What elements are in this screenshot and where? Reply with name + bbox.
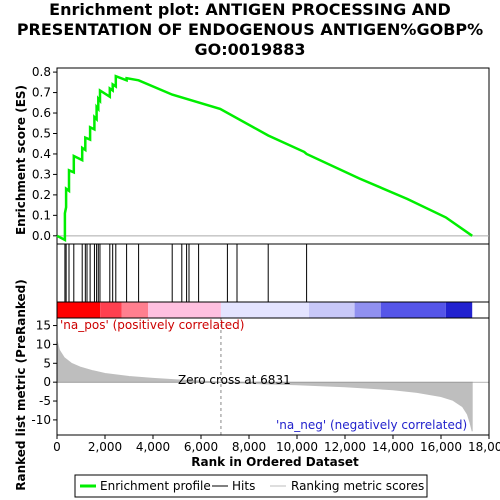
es-y-tick-label: 0.5 — [32, 126, 51, 140]
es-y-tick-label: 0.1 — [32, 208, 51, 222]
color-bar-segment — [121, 302, 149, 318]
x-axis-label: Rank in Ordered Dataset — [191, 455, 359, 469]
x-tick-label: 10,000 — [276, 440, 318, 454]
neg-correlated-label: 'na_neg' (negatively correlated) — [276, 418, 467, 432]
legend: Enrichment profile Hits Ranking metric s… — [74, 474, 428, 498]
metric-y-tick-label: 0 — [43, 375, 51, 389]
es-y-tick-label: 0.6 — [32, 106, 51, 120]
color-bar-segment — [309, 302, 355, 318]
es-y-tick-label: 0.8 — [32, 65, 51, 79]
color-bar-segment — [445, 302, 473, 318]
chart-title-line-2: PRESENTATION OF ENDOGENOUS ANTIGEN%GOBP% — [16, 20, 484, 39]
hits-frame — [56, 243, 490, 303]
chart-title-line-1: Enrichment plot: ANTIGEN PROCESSING AND — [49, 0, 451, 19]
x-tick-label: 14,000 — [372, 440, 414, 454]
x-tick-label: 12,000 — [324, 440, 366, 454]
legend-label-enrichment: Enrichment profile — [100, 479, 211, 493]
metric-y-tick-label: 10 — [36, 337, 51, 351]
chart-title-line-3: GO:0019883 — [194, 40, 306, 59]
color-bar-segment — [57, 302, 101, 318]
metric-frame — [56, 317, 490, 436]
pos-correlated-label: 'na_pos' (positively correlated) — [60, 318, 244, 332]
metric-y-axis-label: Ranked list metric (PreRanked) — [14, 279, 28, 491]
hits-panel — [56, 243, 490, 303]
es-y-tick-label: 0.4 — [32, 147, 51, 161]
color-bar-segment — [100, 302, 122, 318]
x-tick-label: 16,000 — [420, 440, 462, 454]
es-y-tick-label: 0.7 — [32, 86, 51, 100]
color-bar-segment — [148, 302, 221, 318]
color-bar-segment — [381, 302, 446, 318]
rank-color-bar — [56, 301, 490, 319]
color-bar-segment — [354, 302, 381, 318]
metric-y-tick-label: -5 — [39, 394, 51, 408]
metric-y-tick-label: 5 — [43, 356, 51, 370]
x-tick-label: 6,000 — [184, 440, 218, 454]
enrichment-score-panel: 0.0 0.1 0.2 0.3 0.4 0.5 0.6 0.7 0.8 — [32, 65, 490, 245]
enrichment-profile-line — [56, 74, 473, 242]
metric-y-tick-label: -10 — [31, 413, 51, 427]
zero-cross-label: Zero cross at 6831 — [178, 373, 291, 387]
color-bar-segment — [220, 302, 309, 318]
legend-box — [74, 474, 428, 498]
ranking-metric-area — [56, 340, 473, 432]
es-y-axis-label: Enrichment score (ES) — [14, 85, 28, 235]
legend-label-hits: Hits — [232, 479, 255, 493]
legend-label-ranking: Ranking metric scores — [291, 479, 424, 493]
x-tick-label: 18,000 — [468, 440, 500, 454]
x-tick-label: 0 — [53, 440, 61, 454]
es-y-tick-label: 0.2 — [32, 188, 51, 202]
chart-title: Enrichment plot: ANTIGEN PROCESSING AND … — [0, 0, 500, 60]
x-tick-label: 2,000 — [88, 440, 122, 454]
es-plot-frame — [56, 67, 490, 245]
x-tick-label: 8,000 — [232, 440, 266, 454]
metric-y-tick-label: 15 — [36, 319, 51, 333]
es-y-tick-label: 0.3 — [32, 167, 51, 181]
x-tick-label: 4,000 — [136, 440, 170, 454]
es-y-tick-label: 0.0 — [32, 229, 51, 243]
